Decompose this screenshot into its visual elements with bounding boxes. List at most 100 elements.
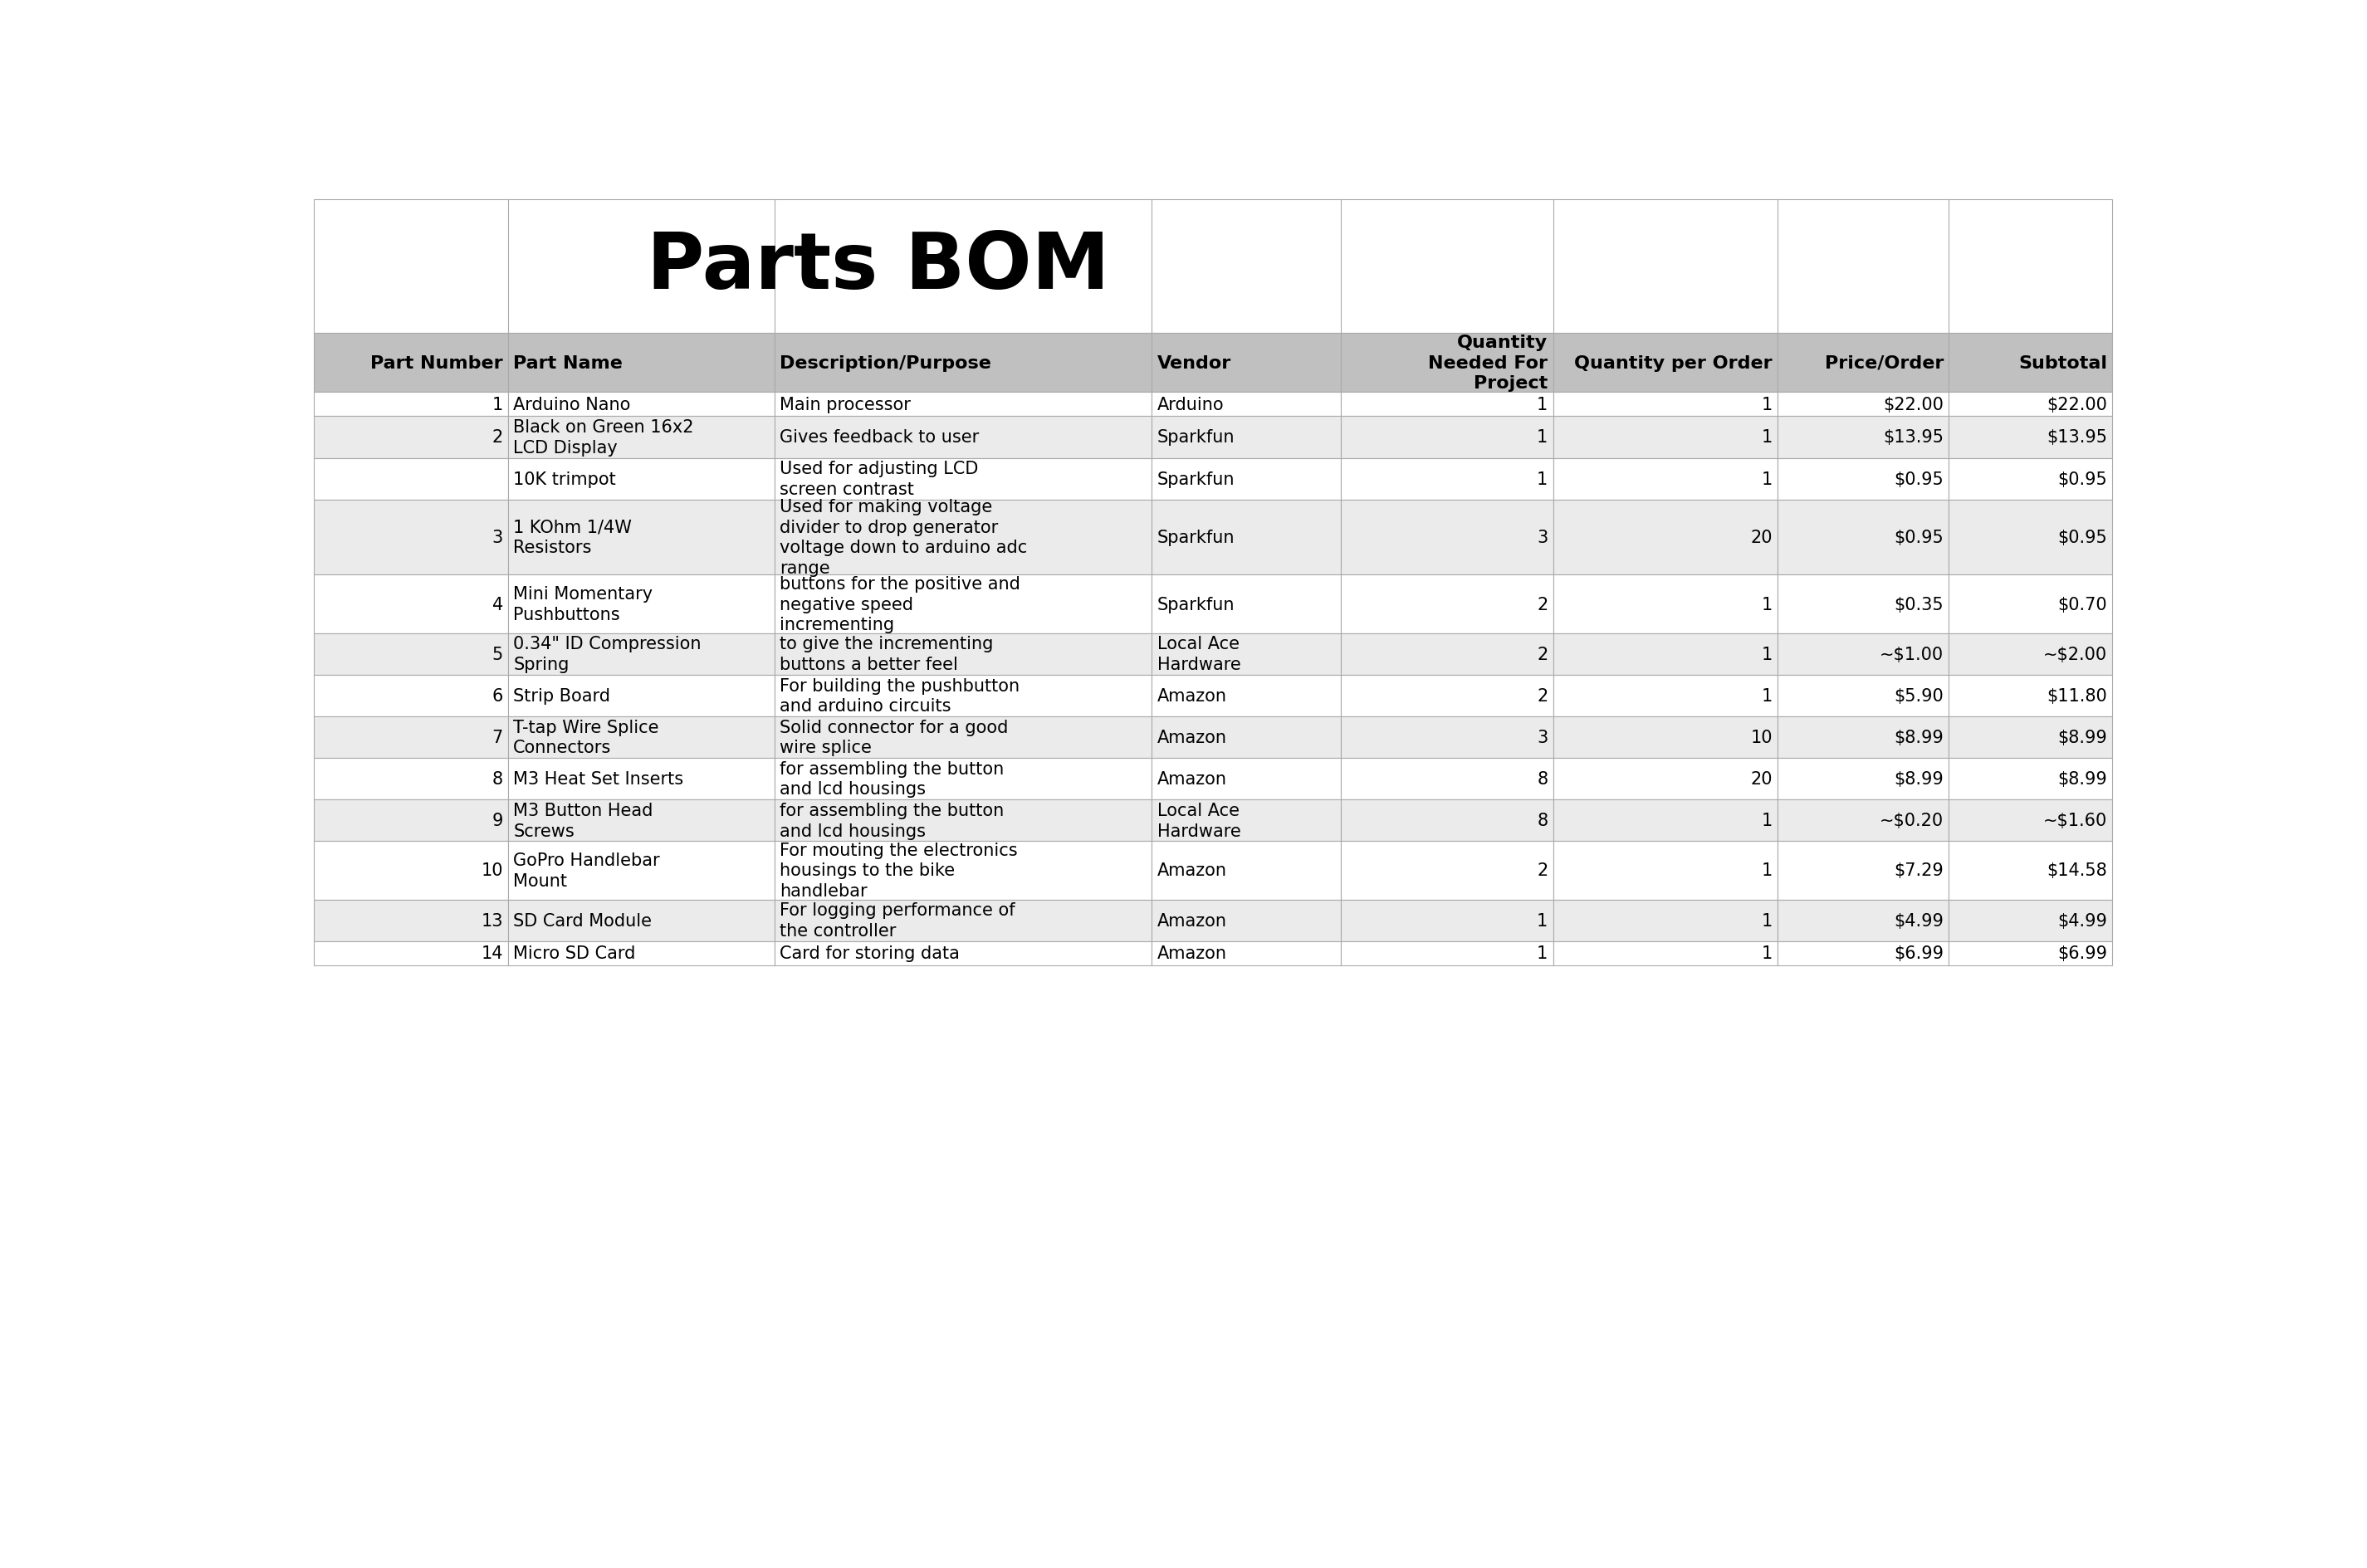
Text: Black on Green 16x2
LCD Display: Black on Green 16x2 LCD Display (514, 419, 694, 456)
Text: 1 KOhm 1/4W
Resistors: 1 KOhm 1/4W Resistors (514, 519, 632, 557)
Bar (774, 392, 1153, 417)
Bar (1153, 800, 1340, 842)
Text: $0.95: $0.95 (2057, 530, 2107, 546)
Text: 2: 2 (492, 430, 502, 445)
Text: $8.99: $8.99 (1894, 771, 1943, 787)
Bar (509, 458, 774, 500)
Bar (1553, 417, 1778, 458)
Text: 20: 20 (1752, 771, 1773, 787)
Text: 2: 2 (1536, 596, 1548, 613)
Text: $0.95: $0.95 (1894, 470, 1943, 488)
Text: $22.00: $22.00 (2047, 397, 2107, 412)
Bar (1153, 334, 1340, 392)
Text: 0.34" ID Compression
Spring: 0.34" ID Compression Spring (514, 637, 701, 673)
Bar (1340, 458, 1553, 500)
Bar (774, 575, 1153, 633)
Text: 1: 1 (1761, 470, 1773, 488)
Text: 2: 2 (1536, 862, 1548, 880)
Bar (1340, 392, 1553, 417)
Text: 13: 13 (481, 913, 502, 928)
Text: $8.99: $8.99 (2057, 771, 2107, 787)
Bar (1553, 633, 1778, 676)
Bar (1553, 334, 1778, 392)
Text: For mouting the electronics
housings to the bike
handlebar: For mouting the electronics housings to … (779, 842, 1018, 900)
Bar (774, 941, 1153, 966)
Text: Quantity per Order: Quantity per Order (1574, 354, 1773, 372)
Text: Sparkfun: Sparkfun (1157, 470, 1236, 488)
Text: 14: 14 (481, 946, 502, 961)
Text: 8: 8 (1536, 771, 1548, 787)
Text: M3 Heat Set Inserts: M3 Heat Set Inserts (514, 771, 684, 787)
Text: 1: 1 (1536, 430, 1548, 445)
Bar (509, 842, 774, 900)
Text: Local Ace
Hardware: Local Ace Hardware (1157, 801, 1240, 839)
Bar (1948, 759, 2111, 800)
Text: 2: 2 (1536, 646, 1548, 663)
Text: Main processor: Main processor (779, 397, 911, 412)
Bar (315, 392, 509, 417)
Bar (1948, 800, 2111, 842)
Bar (1340, 676, 1553, 717)
Text: ~$1.00: ~$1.00 (1879, 646, 1943, 663)
Bar (1778, 633, 1948, 676)
Text: Micro SD Card: Micro SD Card (514, 946, 637, 961)
Text: 1: 1 (1761, 946, 1773, 961)
Bar (1553, 759, 1778, 800)
Bar (1778, 500, 1948, 575)
Text: $0.95: $0.95 (1894, 530, 1943, 546)
Bar (1948, 334, 2111, 392)
Text: Vendor: Vendor (1157, 354, 1231, 372)
Bar (509, 334, 774, 392)
Bar (1553, 717, 1778, 759)
Bar (1948, 500, 2111, 575)
Text: 10: 10 (1752, 729, 1773, 746)
Bar (509, 759, 774, 800)
Bar (315, 800, 509, 842)
Text: 10: 10 (481, 862, 502, 880)
Bar (1153, 759, 1340, 800)
Bar (1948, 458, 2111, 500)
Text: Solid connector for a good
wire splice: Solid connector for a good wire splice (779, 720, 1008, 756)
Text: 9: 9 (492, 812, 502, 829)
Text: 10K trimpot: 10K trimpot (514, 470, 615, 488)
Bar (774, 633, 1153, 676)
Bar (1340, 417, 1553, 458)
Text: Quantity
Needed For
Project: Quantity Needed For Project (1427, 334, 1548, 392)
Text: M3 Button Head
Screws: M3 Button Head Screws (514, 801, 653, 839)
Bar (1948, 575, 2111, 633)
Bar (315, 500, 509, 575)
Bar (1340, 717, 1553, 759)
Bar (509, 633, 774, 676)
Bar (315, 842, 509, 900)
Text: 7: 7 (492, 729, 502, 746)
Bar (1153, 900, 1340, 941)
Bar (1948, 676, 2111, 717)
Bar (1553, 800, 1778, 842)
Bar (315, 633, 509, 676)
Text: $5.90: $5.90 (1894, 688, 1943, 704)
Bar (1153, 676, 1340, 717)
Bar (509, 941, 774, 966)
Text: 20: 20 (1752, 530, 1773, 546)
Text: 1: 1 (1761, 430, 1773, 445)
Text: Used for adjusting LCD
screen contrast: Used for adjusting LCD screen contrast (779, 461, 978, 497)
Text: 3: 3 (1536, 729, 1548, 746)
Bar (1948, 633, 2111, 676)
Bar (1153, 458, 1340, 500)
Bar (1153, 941, 1340, 966)
Bar (774, 676, 1153, 717)
Bar (315, 575, 509, 633)
Text: $7.29: $7.29 (1894, 862, 1943, 880)
Text: Part Number: Part Number (372, 354, 502, 372)
Bar (1340, 900, 1553, 941)
Bar (1778, 717, 1948, 759)
Text: Used for making voltage
divider to drop generator
voltage down to arduino adc
ra: Used for making voltage divider to drop … (779, 499, 1027, 577)
Text: $4.99: $4.99 (1894, 913, 1943, 928)
Text: buttons for the positive and
negative speed
incrementing: buttons for the positive and negative sp… (779, 575, 1020, 633)
Bar (1553, 941, 1778, 966)
Bar (1153, 575, 1340, 633)
Bar (1778, 842, 1948, 900)
Bar (1553, 458, 1778, 500)
Bar (1948, 392, 2111, 417)
Bar (315, 334, 509, 392)
